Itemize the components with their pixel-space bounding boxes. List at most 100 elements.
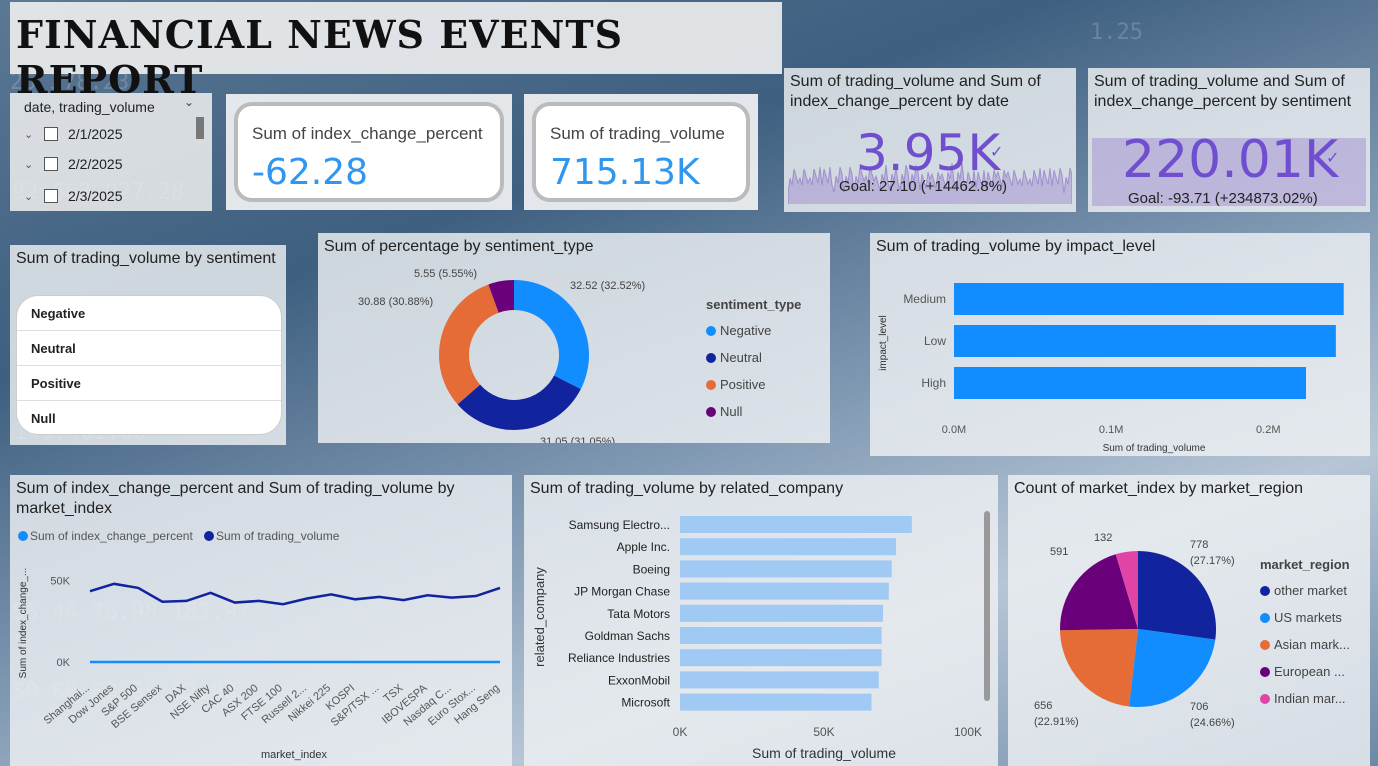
kpi-by-sentiment: Sum of trading_volume and Sum of index_c…: [1088, 68, 1370, 212]
scrollbar[interactable]: [196, 117, 204, 139]
pie-data-label: 706: [1190, 701, 1208, 713]
x-axis-title: Sum of trading_volume: [752, 745, 896, 761]
kpi-fill: [1092, 138, 1366, 206]
legend-marker: [706, 379, 716, 390]
report-title: FINANCIAL NEWS EVENTS REPORT: [16, 12, 624, 102]
donut-legend-item[interactable]: Positive: [706, 371, 771, 398]
company-bar: [680, 560, 892, 578]
company-bar: [680, 604, 884, 622]
pie-data-label: 591: [1050, 546, 1068, 558]
report-title-bar: FINANCIAL NEWS EVENTS REPORT: [10, 2, 782, 102]
region-legend-item[interactable]: other market: [1260, 577, 1350, 604]
donut-legend-item[interactable]: Negative: [706, 317, 771, 344]
donut-legend-item[interactable]: Neutral: [706, 344, 771, 371]
x-tick-label: 0.2M: [1256, 424, 1280, 436]
kpi-by-date: Sum of trading_volume and Sum of index_c…: [784, 68, 1076, 212]
region-legend-item[interactable]: European ...: [1260, 658, 1350, 685]
legend-marker: [1260, 585, 1270, 596]
y-tick-label: Boeing: [633, 562, 670, 576]
pie-slice: [1060, 554, 1138, 631]
kpi-goal: Goal: -93.71 (+234873.02%): [1128, 190, 1318, 207]
pie-data-label: 132: [1094, 532, 1112, 544]
slicer-item[interactable]: ⌄ 2/3/2025: [24, 188, 123, 204]
legend-label: European ...: [1274, 664, 1345, 679]
chevron-down-icon[interactable]: ⌄: [184, 95, 195, 109]
company-bar: [680, 516, 912, 533]
legend-marker: [706, 406, 716, 417]
slicer-item[interactable]: ⌄ 2/2/2025: [24, 156, 123, 172]
legend-marker: [204, 531, 214, 541]
related-company-bar-chart[interactable]: Samsung Electro... Apple Inc. Boeing JP Mor…: [524, 475, 998, 766]
y-tick-label: Apple Inc.: [617, 540, 670, 554]
pie-data-label: 656: [1034, 700, 1052, 712]
checkbox[interactable]: [44, 189, 58, 203]
check-icon: ✓: [1326, 148, 1340, 167]
legend-marker: [706, 352, 716, 363]
expand-icon[interactable]: ⌄: [24, 190, 34, 203]
y-axis-title: related_company: [532, 567, 547, 667]
y-tick-label: Reliance Industries: [568, 651, 670, 665]
donut-data-label: 32.52 (32.52%): [570, 280, 645, 292]
market-region-pie-chart[interactable]: 778 (27.17%) 706 (24.66%) 656 (22.91%) 591 132: [1008, 475, 1370, 766]
pie-data-label: (22.91%): [1034, 716, 1079, 728]
market-region-panel: Count of market_index by market_region 7…: [1008, 475, 1370, 766]
expand-icon[interactable]: ⌄: [24, 128, 34, 141]
panel-title: Sum of trading_volume by related_company: [530, 480, 844, 497]
kpi-value: 220.01K: [1122, 130, 1339, 190]
checkbox[interactable]: [44, 157, 58, 171]
expand-icon[interactable]: ⌄: [24, 158, 34, 171]
table-row[interactable]: Neutral: [17, 331, 281, 366]
x-tick-label: 0.1M: [1099, 424, 1123, 436]
scrollbar[interactable]: [984, 511, 990, 701]
donut-slice: [514, 280, 589, 390]
panel-title: Count of market_index by market_region: [1014, 480, 1304, 497]
sentiment-donut-panel: Sum of percentage by sentiment_type 32.5…: [318, 233, 830, 443]
legend-label: Indian mar...: [1274, 691, 1346, 706]
y-tick-label: Medium: [903, 292, 946, 306]
company-bar: [680, 582, 889, 600]
kpi-title: Sum of trading_volume and Sum of index_c…: [790, 73, 1041, 110]
market-index-combo-chart[interactable]: Sum of index_change_percent Sum of tradin…: [10, 475, 512, 766]
donut-chart[interactable]: 32.52 (32.52%) 31.05 (31.05%) 30.88 (30.88…: [318, 233, 830, 443]
y-tick-label: JP Morgan Chase: [574, 585, 670, 599]
legend-label: Positive: [720, 377, 766, 392]
region-legend-item[interactable]: US markets: [1260, 604, 1350, 631]
company-bar: [680, 671, 879, 689]
company-bar: [680, 649, 882, 667]
donut-legend-item[interactable]: Null: [706, 398, 771, 425]
x-tick-label: 50K: [813, 725, 834, 739]
slicer-item[interactable]: ⌄ 2/1/2025: [24, 126, 123, 142]
pie-data-label: (27.17%): [1190, 555, 1235, 567]
x-axis-title: market_index: [261, 749, 328, 761]
table-row[interactable]: Null: [17, 401, 281, 434]
kpi-sparkline: [788, 162, 1072, 204]
checkbox[interactable]: [44, 127, 58, 141]
trading-volume-card: Sum of trading_volume 715.13K: [524, 94, 758, 210]
sentiment-table: Negative Neutral Positive Null: [16, 295, 282, 435]
donut-data-label: 31.05 (31.05%): [540, 436, 615, 443]
date-slicer[interactable]: date, trading_volume ⌄ ⌄ 2/1/2025 ⌄ 2/2/20…: [10, 93, 212, 211]
pie-slice: [1115, 551, 1138, 629]
related-company-panel: Sum of trading_volume by related_company…: [524, 475, 998, 766]
donut-legend: Negative Neutral Positive Null: [706, 317, 771, 425]
x-tick-label: 0K: [673, 725, 688, 739]
region-legend-item[interactable]: Indian mar...: [1260, 685, 1350, 712]
table-row[interactable]: Negative: [17, 296, 281, 331]
card-value: -62.28: [252, 152, 369, 193]
y-axis-title: impact_level: [878, 315, 889, 371]
y-tick-label: High: [921, 376, 946, 390]
table-row[interactable]: Positive: [17, 366, 281, 401]
impact-bar: [954, 367, 1306, 399]
legend-marker: [1260, 693, 1270, 704]
region-legend-item[interactable]: Asian mark...: [1260, 631, 1350, 658]
legend-marker: [1260, 639, 1270, 650]
y-tick-label: 50K: [50, 576, 70, 588]
legend-label: Null: [720, 404, 743, 419]
region-legend: other market US markets Asian mark... Europ…: [1260, 577, 1350, 712]
index-change-card: Sum of index_change_percent -62.28: [226, 94, 512, 210]
card-label: Sum of index_change_percent: [252, 124, 483, 143]
legend-label: Asian mark...: [1274, 637, 1350, 652]
company-bar: [680, 627, 882, 644]
legend-title: sentiment_type: [706, 297, 802, 312]
